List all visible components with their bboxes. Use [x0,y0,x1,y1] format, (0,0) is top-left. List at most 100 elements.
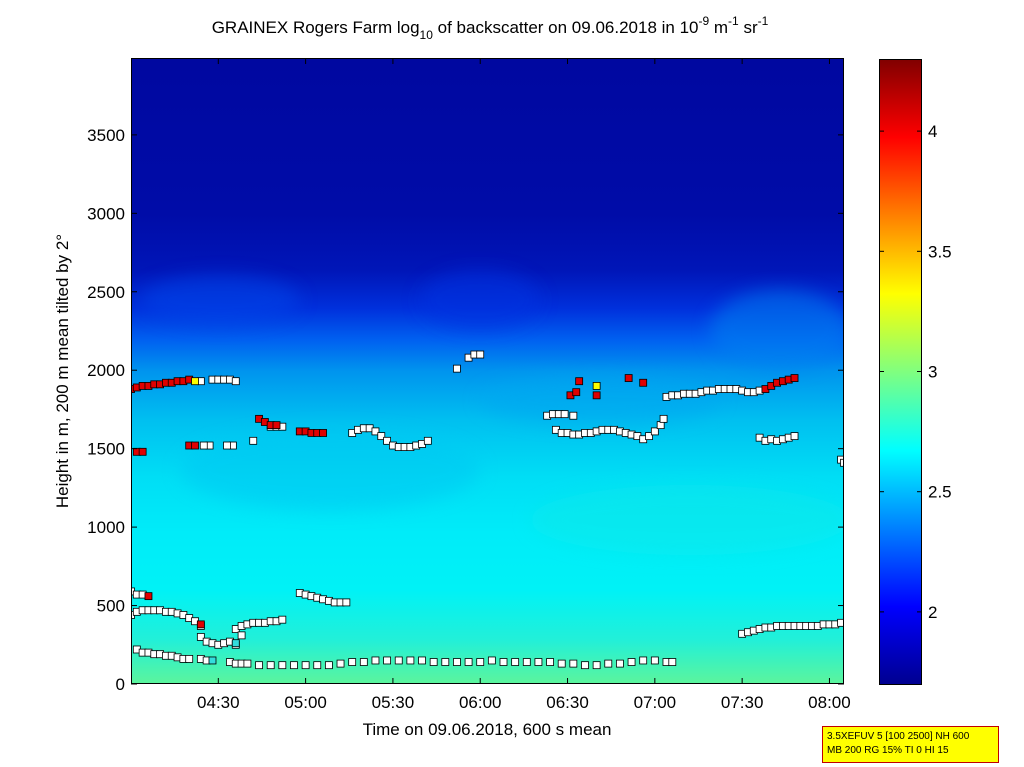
layer-marker-white [185,654,194,663]
y-tick-label: 500 [97,597,125,616]
layer-marker-white [522,658,531,666]
layer-marker-white [383,436,391,445]
y-tick-label: 3000 [87,204,125,223]
layer-marker-white [441,658,450,666]
parameter-info-box: 3.5XEFUV 5 [100 2500] NH 600 MB 200 RG 1… [822,726,999,763]
layer-marker-red [272,421,281,430]
chart-title: GRAINEX Rogers Farm log10 of backscatter… [212,14,769,42]
layer-marker-white [255,661,263,670]
layer-marker-white [237,631,246,640]
layer-marker-red [790,374,799,382]
info-line-2: MB 200 RG 15% TI 0 HI 15 [827,745,949,756]
y-axis-label: Height in m, 200 m mean tilted by 2° [53,234,72,508]
x-tick-label: 04:30 [197,693,240,712]
y-tick-label: 2000 [87,361,125,380]
layer-marker-white [377,432,386,441]
layer-marker-white [650,427,659,436]
layer-marker-white [342,598,351,607]
layer-marker-white [348,658,357,666]
layer-marker-white [487,656,496,665]
layer-marker-red [319,429,327,437]
layer-marker-white [790,432,799,441]
layer-marker-white [394,656,403,665]
layer-marker-white [423,436,432,445]
layer-marker-white [418,656,426,665]
layer-marker-white [592,661,601,670]
layer-marker-white [581,661,589,670]
layer-marker-red [144,592,153,601]
layer-marker-white [243,659,252,668]
colorbar [879,59,922,685]
layer-marker-red [624,374,633,382]
colorbar-tick-label: 3 [928,363,937,382]
layer-marker-red [572,388,581,397]
layer-marker-white [406,656,415,665]
layer-marker-red [196,620,205,629]
layer-marker-white [476,658,485,666]
layer-marker-white [278,661,287,670]
layer-marker-white [650,656,659,665]
layer-marker-red [639,378,648,387]
layer-marker-white [429,658,438,666]
colorbar-tick-label: 3.5 [928,242,952,261]
layer-marker-yellow [592,382,601,390]
layer-marker-white [499,658,508,666]
layer-markers [131,350,844,670]
layer-marker-white [616,659,624,668]
x-tick-label: 06:00 [459,693,502,712]
x-tick-label: 06:30 [546,693,589,712]
layer-marker-white [196,633,205,641]
layer-marker-white [659,414,668,423]
y-tick-label: 3500 [87,126,125,145]
layer-marker-white [668,658,677,666]
y-tick-label: 1000 [87,518,125,537]
layer-marker-white [534,658,543,666]
layer-marker-red [575,377,584,386]
y-tick-label: 1500 [87,440,125,459]
info-line-1: 3.5XEFUV 5 [100 2500] NH 600 [827,731,970,742]
layer-marker-white [560,410,569,419]
layer-marker-white [223,441,231,450]
layer-marker-white [569,411,578,420]
layer-marker-white [639,656,648,665]
layer-marker-white [249,436,258,445]
layer-marker-white [464,658,473,666]
x-tick-label: 07:30 [721,693,764,712]
layer-marker-white [371,656,380,665]
layer-marker-white [278,615,287,624]
layer-marker-white [371,427,380,436]
layer-marker-cyan [231,639,240,648]
layer-marker-white [627,658,636,666]
layer-marker-white [336,659,345,668]
layer-marker-white [290,661,298,670]
layer-marker-white [557,659,566,668]
layer-marker-white [313,661,322,670]
layer-marker-white [569,659,578,668]
layer-marker-white [453,364,461,373]
layer-marker-cyan [208,656,217,665]
x-axis-label: Time on 09.06.2018, 600 s mean [363,720,612,739]
plot-frame [131,58,844,684]
colorbar-tick-label: 2 [928,603,937,622]
colorbar-tick-label: 2.5 [928,483,952,502]
colorbar-tick-label: 4 [928,122,937,141]
heatmap-field [131,58,844,684]
y-tick-label: 2500 [87,283,125,302]
layer-marker-white [476,350,485,359]
x-tick-label: 07:00 [634,693,677,712]
layer-marker-white [840,458,844,467]
y-tick-label: 0 [116,675,125,694]
layer-marker-white [511,658,520,666]
layer-marker-yellow [191,377,199,386]
layer-marker-white [301,661,310,670]
layer-marker-white [199,441,208,450]
x-axis-ticks: 04:30 05:00 05:30 06:00 06:30 07:00 07:30 08:00 [197,58,851,712]
y-axis-ticks: 0 500 1000 1500 2000 2500 3000 3500 [87,126,844,694]
layer-marker-white [359,658,368,666]
layer-marker-white [266,661,275,670]
layer-marker-red [191,441,199,450]
layer-marker-white [324,661,333,670]
layer-marker-white [546,658,554,666]
layer-marker-white [645,432,653,441]
